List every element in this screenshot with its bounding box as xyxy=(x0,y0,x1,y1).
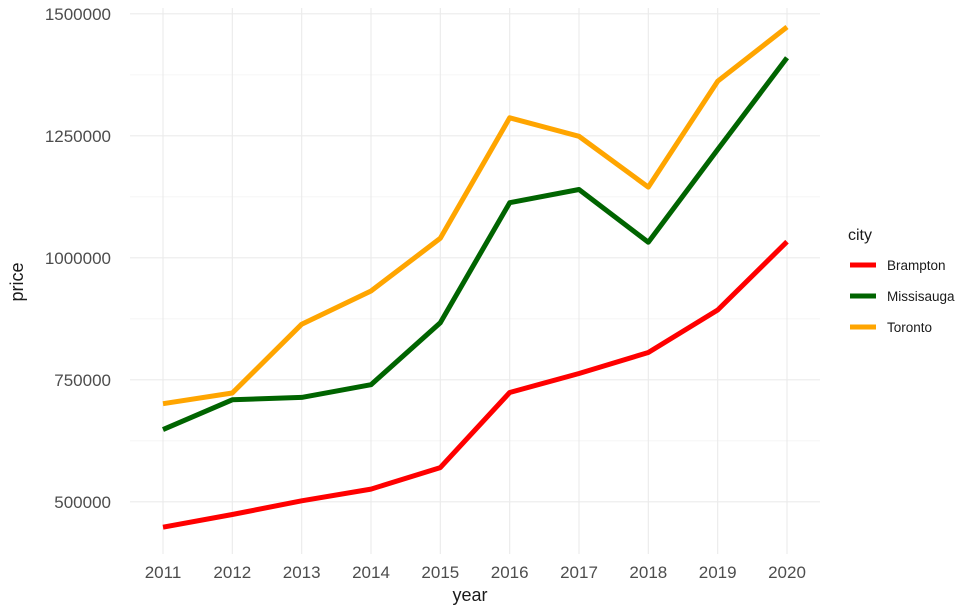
legend: city Brampton Missisauga Toronto xyxy=(848,227,955,335)
x-tick-label: 2013 xyxy=(283,563,321,582)
y-tick-label: 500000 xyxy=(54,493,111,512)
x-tick-label: 2020 xyxy=(768,563,806,582)
y-tick-label: 1500000 xyxy=(45,5,111,24)
x-tick-label: 2019 xyxy=(699,563,737,582)
series-line-missisauga xyxy=(162,56,789,432)
y-axis-title: price xyxy=(7,262,27,301)
x-tick-label: 2016 xyxy=(491,563,529,582)
legend-label-toronto: Toronto xyxy=(887,320,932,335)
x-tick-label: 2015 xyxy=(421,563,459,582)
series-line-brampton xyxy=(162,239,789,530)
x-axis-title: year xyxy=(452,585,487,605)
legend-label-brampton: Brampton xyxy=(887,258,946,273)
x-tick-label: 2012 xyxy=(213,563,251,582)
x-tick-label: 2018 xyxy=(629,563,667,582)
legend-label-missisauga: Missisauga xyxy=(887,289,955,304)
x-tick-label: 2014 xyxy=(352,563,390,582)
y-tick-label: 1000000 xyxy=(45,249,111,268)
x-axis-ticks: 2011 2012 2013 2014 2015 2016 2017 2018 2019 2020 xyxy=(145,563,806,582)
x-tick-label: 2011 xyxy=(145,563,182,582)
x-tick-label: 2017 xyxy=(560,563,598,582)
series-lines xyxy=(162,25,789,530)
y-tick-label: 750000 xyxy=(54,371,111,390)
legend-title: city xyxy=(848,227,872,244)
y-axis-ticks: 500000 750000 1000000 1250000 1500000 xyxy=(45,5,111,512)
y-tick-label: 1250000 xyxy=(45,127,111,146)
legend-items: Brampton Missisauga Toronto xyxy=(850,258,955,335)
series-line-toronto xyxy=(162,25,789,407)
grid xyxy=(130,8,820,554)
